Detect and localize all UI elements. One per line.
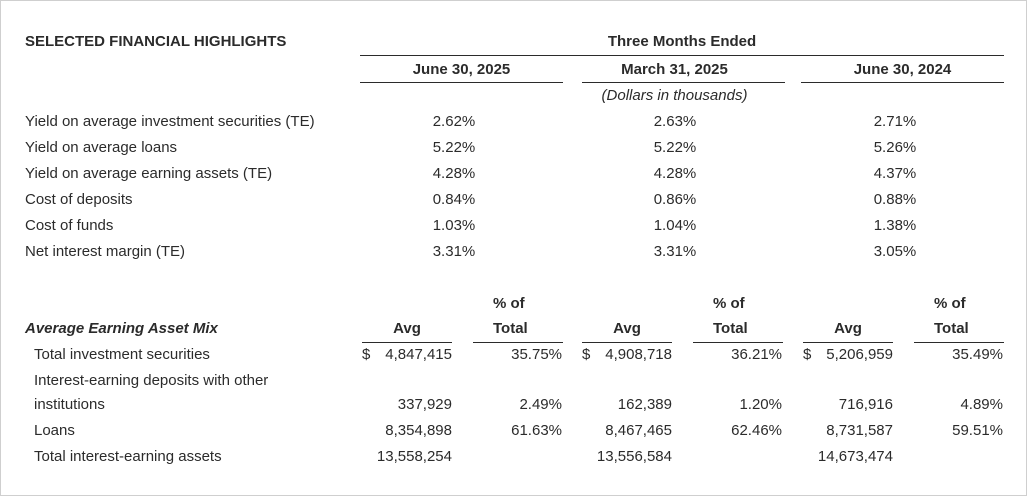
value-cell: 5.22% <box>432 139 476 156</box>
currency-symbol: $ <box>582 346 591 363</box>
header-rule <box>582 342 672 343</box>
column-header-jun-2024: June 30, 2024 <box>853 61 952 78</box>
avg-value: 8,467,465 <box>605 422 672 439</box>
pct-value: 59.51% <box>952 422 1003 439</box>
avg-value: 716,916 <box>838 396 893 413</box>
avg-header: Avg <box>834 320 862 337</box>
avg-value: 8,354,898 <box>385 422 452 439</box>
avg-value: 4,847,415 <box>385 346 452 363</box>
row-label: Cost of deposits <box>25 191 133 208</box>
avg-value: 14,673,474 <box>817 448 893 465</box>
units-note: (Dollars in thousands) <box>601 87 748 104</box>
avg-value: 4,908,718 <box>605 346 672 363</box>
value-cell: 4.28% <box>653 165 697 182</box>
avg-value: 13,556,584 <box>596 448 672 465</box>
pct-value: 2.49% <box>519 396 562 413</box>
row-label: Cost of funds <box>25 217 114 234</box>
value-cell: 3.05% <box>873 243 917 260</box>
table-title: SELECTED FINANCIAL HIGHLIGHTS <box>25 33 287 50</box>
header-rule <box>693 342 783 343</box>
pct-value: 61.63% <box>511 422 562 439</box>
pct-value: 36.21% <box>731 346 782 363</box>
avg-header: Avg <box>393 320 421 337</box>
row-label: Loans <box>34 422 75 439</box>
avg-value: 13,558,254 <box>376 448 452 465</box>
pct-value: 62.46% <box>731 422 782 439</box>
pct-header-line2: Total <box>713 320 748 337</box>
period-header-rule <box>360 55 1004 56</box>
value-cell: 3.31% <box>432 243 476 260</box>
avg-value: 337,929 <box>397 396 452 413</box>
value-cell: 2.71% <box>873 113 917 130</box>
column-rule <box>360 82 563 83</box>
value-cell: 1.03% <box>432 217 476 234</box>
column-header-jun-2025: June 30, 2025 <box>412 61 511 78</box>
period-header: Three Months Ended <box>607 33 757 50</box>
value-cell: 4.28% <box>432 165 476 182</box>
column-rule <box>801 82 1004 83</box>
value-cell: 2.62% <box>432 113 476 130</box>
header-rule <box>362 342 452 343</box>
value-cell: 2.63% <box>653 113 697 130</box>
value-cell: 0.84% <box>432 191 476 208</box>
column-header-mar-2025: March 31, 2025 <box>621 61 728 78</box>
row-label: Yield on average earning assets (TE) <box>25 165 273 182</box>
pct-value: 1.20% <box>739 396 782 413</box>
value-cell: 0.86% <box>653 191 697 208</box>
pct-header-line2: Total <box>493 320 528 337</box>
header-rule <box>473 342 563 343</box>
mix-title: Average Earning Asset Mix <box>25 320 218 337</box>
header-rule <box>914 342 1004 343</box>
pct-header-line2: Total <box>934 320 969 337</box>
row-label: Total investment securities <box>34 346 210 363</box>
pct-value: 35.75% <box>511 346 562 363</box>
row-label: Net interest margin (TE) <box>25 243 186 260</box>
value-cell: 3.31% <box>653 243 697 260</box>
pct-header-line1: % of <box>493 295 525 312</box>
avg-value: 162,389 <box>617 396 672 413</box>
value-cell: 0.88% <box>873 191 917 208</box>
row-label: Yield on average investment securities (… <box>25 113 315 130</box>
value-cell: 4.37% <box>873 165 917 182</box>
avg-value: 5,206,959 <box>826 346 893 363</box>
value-cell: 1.04% <box>653 217 697 234</box>
row-label: Total interest-earning assets <box>34 448 222 465</box>
value-cell: 5.26% <box>873 139 917 156</box>
row-label-line2: institutions <box>34 396 105 413</box>
value-cell: 1.38% <box>873 217 917 234</box>
row-label: Yield on average loans <box>25 139 178 156</box>
pct-value: 35.49% <box>952 346 1003 363</box>
pct-value: 4.89% <box>960 396 1003 413</box>
pct-header-line1: % of <box>934 295 966 312</box>
currency-symbol: $ <box>803 346 812 363</box>
row-label-line1: Interest-earning deposits with other <box>34 372 269 389</box>
currency-symbol: $ <box>362 346 371 363</box>
value-cell: 5.22% <box>653 139 697 156</box>
header-rule <box>803 342 893 343</box>
avg-header: Avg <box>613 320 641 337</box>
pct-header-line1: % of <box>713 295 745 312</box>
avg-value: 8,731,587 <box>826 422 893 439</box>
column-rule <box>582 82 785 83</box>
